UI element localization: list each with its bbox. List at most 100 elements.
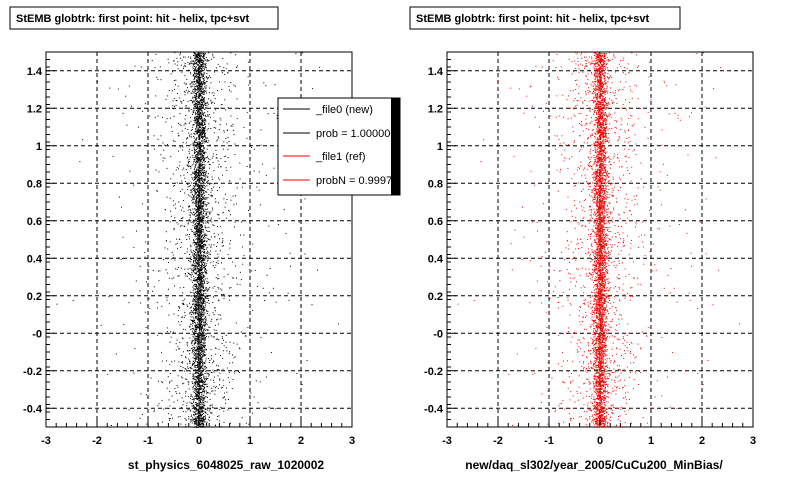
left-data-point bbox=[197, 169, 199, 171]
left-data-point bbox=[187, 166, 189, 168]
left-data-point bbox=[192, 221, 194, 223]
left-data-point bbox=[196, 295, 198, 297]
left-data-point bbox=[209, 405, 211, 407]
left-data-point bbox=[201, 202, 203, 204]
left-data-point bbox=[206, 198, 208, 200]
left-data-point bbox=[212, 153, 214, 155]
left-data-point bbox=[198, 225, 200, 227]
left-data-point bbox=[192, 322, 194, 324]
left-data-point bbox=[193, 177, 195, 179]
left-data-point bbox=[205, 417, 207, 419]
left-data-point bbox=[187, 87, 188, 89]
left-data-point bbox=[191, 273, 193, 275]
left-data-point bbox=[208, 373, 210, 375]
left-data-point bbox=[190, 63, 192, 65]
left-data-point bbox=[204, 306, 206, 308]
left-data-point bbox=[194, 172, 196, 174]
left-data-point bbox=[201, 172, 203, 174]
left-data-point bbox=[202, 88, 204, 90]
left-data-point bbox=[201, 153, 203, 155]
left-data-point bbox=[206, 105, 208, 107]
left-data-point bbox=[196, 282, 198, 284]
left-data-point bbox=[239, 372, 241, 374]
left-data-point bbox=[187, 163, 189, 165]
left-data-point bbox=[188, 418, 190, 420]
left-data-point bbox=[203, 249, 205, 251]
left-data-point bbox=[196, 397, 198, 399]
left-data-point bbox=[201, 107, 203, 109]
left-data-point bbox=[198, 130, 200, 132]
left-data-point bbox=[190, 402, 192, 404]
left-data-point bbox=[201, 293, 203, 295]
left-data-point bbox=[193, 354, 195, 356]
left-data-point bbox=[209, 392, 211, 394]
left-data-point bbox=[198, 178, 200, 180]
left-data-point bbox=[200, 347, 202, 349]
left-data-point bbox=[192, 388, 194, 390]
left-data-point bbox=[176, 238, 178, 240]
left-data-point bbox=[201, 143, 203, 145]
left-data-point bbox=[197, 322, 199, 324]
left-data-point bbox=[202, 62, 204, 64]
left-data-point bbox=[201, 116, 203, 118]
left-data-point bbox=[181, 317, 183, 318]
left-data-point bbox=[194, 378, 196, 380]
left-data-point bbox=[175, 79, 177, 81]
left-data-point bbox=[202, 368, 204, 370]
left-data-point bbox=[200, 316, 202, 318]
left-data-point bbox=[185, 395, 187, 397]
left-data-point bbox=[194, 96, 196, 98]
left-data-point bbox=[176, 100, 178, 102]
left-data-point bbox=[198, 91, 200, 92]
left-data-point bbox=[191, 176, 193, 178]
left-data-point bbox=[181, 101, 183, 103]
left-data-point bbox=[187, 345, 189, 347]
left-data-point bbox=[199, 162, 201, 164]
left-data-point bbox=[196, 89, 198, 91]
left-data-point bbox=[198, 145, 200, 147]
left-data-point bbox=[197, 86, 199, 88]
left-data-point bbox=[203, 375, 205, 377]
left-data-point bbox=[196, 69, 198, 71]
left-data-point bbox=[202, 241, 204, 242]
left-data-point bbox=[198, 342, 200, 343]
left-data-point bbox=[198, 52, 200, 54]
left-data-point bbox=[206, 425, 208, 427]
left-data-point bbox=[198, 154, 200, 156]
left-data-point bbox=[197, 162, 199, 164]
left-data-point bbox=[193, 265, 195, 266]
left-data-point bbox=[191, 343, 193, 345]
left-data-point bbox=[218, 300, 220, 302]
left-data-point bbox=[198, 214, 200, 215]
left-data-point bbox=[196, 160, 198, 162]
left-data-point bbox=[215, 127, 217, 129]
left-data-point bbox=[193, 81, 195, 83]
left-data-point bbox=[196, 91, 198, 93]
left-data-point bbox=[198, 403, 200, 405]
left-data-point bbox=[195, 164, 197, 166]
left-data-point bbox=[196, 291, 198, 293]
left-data-point bbox=[203, 308, 205, 309]
left-data-point bbox=[193, 333, 195, 335]
left-data-point bbox=[200, 426, 202, 428]
left-data-point bbox=[183, 67, 184, 69]
left-data-point bbox=[199, 407, 201, 408]
left-data-point bbox=[215, 329, 217, 331]
left-data-point bbox=[198, 235, 200, 237]
left-data-point bbox=[203, 220, 205, 222]
left-data-point bbox=[134, 347, 136, 349]
left-data-point bbox=[202, 311, 204, 313]
left-data-point bbox=[193, 75, 195, 77]
left-data-point bbox=[201, 336, 203, 337]
left-data-point bbox=[158, 403, 160, 405]
left-data-point bbox=[184, 128, 186, 130]
left-data-point bbox=[227, 409, 229, 411]
left-data-point bbox=[181, 355, 183, 356]
left-data-point bbox=[201, 385, 203, 387]
left-data-point bbox=[254, 269, 256, 271]
left-data-point bbox=[201, 350, 203, 352]
left-data-point bbox=[162, 116, 163, 118]
left-data-point bbox=[203, 314, 205, 316]
left-data-point bbox=[194, 366, 196, 368]
left-data-point bbox=[209, 420, 211, 422]
